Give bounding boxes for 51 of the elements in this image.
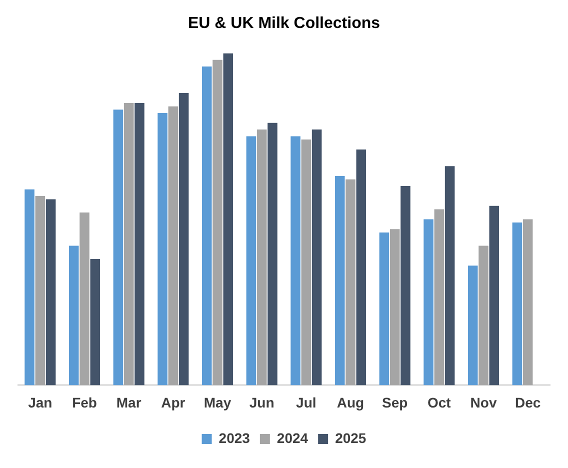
- bar: [468, 266, 478, 386]
- x-tick-label: Sep: [382, 394, 408, 410]
- bar: [489, 206, 500, 386]
- chart-title: EU & UK Milk Collections: [188, 15, 380, 32]
- bar: [80, 212, 90, 386]
- bar: [158, 112, 168, 386]
- x-tick-label: Jul: [296, 394, 316, 410]
- x-tick-label: Oct: [427, 394, 452, 410]
- bar: [356, 149, 366, 386]
- bar: [134, 103, 144, 386]
- bar: [400, 186, 410, 386]
- bar: [223, 53, 234, 386]
- legend-label: 2024: [276, 430, 308, 446]
- bar: [68, 246, 79, 386]
- bar: [334, 176, 345, 386]
- bar: [434, 209, 444, 386]
- x-tick-label: Jun: [249, 394, 274, 410]
- bar: [424, 219, 434, 386]
- bar: [202, 66, 212, 386]
- bar: [301, 140, 312, 386]
- bar: [512, 222, 522, 386]
- bar: [212, 60, 222, 386]
- x-tick-label: Mar: [116, 394, 142, 410]
- bar: [444, 166, 455, 386]
- bar: [46, 199, 56, 386]
- bar: [379, 232, 390, 386]
- x-tick-label: Feb: [72, 394, 97, 410]
- x-tick-label: Dec: [514, 394, 541, 410]
- bar: [178, 93, 189, 386]
- x-tick-label: Aug: [336, 394, 364, 410]
- bar: [124, 103, 134, 386]
- bar: [478, 246, 488, 386]
- bar: [90, 259, 100, 386]
- bar: [113, 110, 124, 386]
- bar: [246, 136, 256, 386]
- bar: [290, 136, 300, 386]
- legend-label: 2023: [218, 430, 250, 446]
- bar: [35, 196, 46, 386]
- bar: [168, 106, 178, 386]
- bar: [390, 229, 400, 386]
- x-tick-label: May: [204, 394, 232, 410]
- bar: [24, 189, 34, 386]
- bar: [346, 179, 356, 386]
- x-tick-label: Jan: [28, 394, 52, 410]
- x-tick-label: Nov: [470, 394, 497, 410]
- legend-label: 2025: [335, 430, 366, 446]
- bar: [522, 219, 533, 386]
- bar: [268, 122, 278, 386]
- x-tick-label: Apr: [161, 394, 186, 410]
- bar: [256, 130, 267, 386]
- bar: [312, 130, 322, 386]
